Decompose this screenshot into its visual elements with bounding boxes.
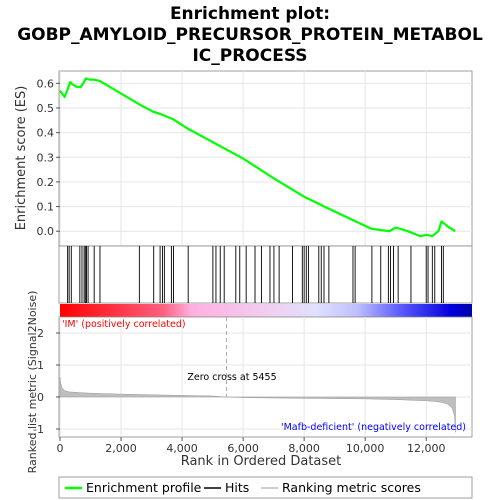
metric-x-axis-ticks: 0 2,000 4,000 6,000 8,000 10,000 12,000 [57,437,446,455]
metric-x-axis-title: Rank in Ordered Dataset [181,454,342,469]
legend-ranking-label: Ranking metric scores [282,480,421,495]
es-y-tick-label: 0.2 [37,176,55,189]
metric-x-tick-label: 4,000 [166,442,198,455]
es-plot-frame [58,70,473,247]
negative-correlation-label: 'Mafb-deficient' (negatively correlated) [281,422,466,433]
chart-title-line1: Enrichment plot: [170,4,330,24]
es-y-tick-label: 0.5 [37,102,55,115]
metric-x-tick-label: 2,000 [105,442,137,455]
metric-y-tick-label: 2 [37,327,44,340]
es-y-axis-title: Enrichment score (ES) [14,86,29,231]
hits-panel-frame [58,245,473,304]
metric-plot-frame [58,316,473,438]
legend-enrichment-label: Enrichment profile [86,480,202,495]
enrichment-profile-line [59,77,456,238]
es-y-tick-label: 0.1 [37,201,55,214]
es-y-axis-ticks: 0.0 0.1 0.2 0.3 0.4 0.5 0.6 [37,77,60,238]
chart-title-line2: GOBP_AMYLOID_PRECURSOR_PROTEIN_METABOL [17,25,483,45]
positive-correlation-label: 'IM' (positively correlated) [62,319,186,330]
metric-x-tick-label: 0 [57,442,64,455]
metric-y-tick-label: -1 [33,423,44,436]
es-y-tick-label: 0.4 [37,127,55,140]
metric-y-axis-title: Ranked list metric (Signal2Noise) [26,291,39,474]
metric-y-axis-ticks: -1 0 1 2 [33,327,60,436]
metric-x-tick-label: 6,000 [227,442,259,455]
chart-title-line3: IC_PROCESS [192,46,307,66]
metric-y-tick-label: 1 [37,359,44,372]
metric-x-tick-label: 12,000 [407,442,446,455]
zero-cross-label: Zero cross at 5455 [187,372,276,383]
es-y-tick-label: 0.0 [37,225,55,238]
es-grid [59,71,472,246]
metric-x-tick-label: 8,000 [288,442,320,455]
ranking-metric-area [59,377,456,433]
hits-group [67,246,444,303]
es-y-tick-label: 0.3 [37,151,55,164]
es-y-tick-label: 0.6 [37,77,55,90]
ranking-heatmap-bar [60,304,472,317]
metric-x-tick-label: 10,000 [346,442,385,455]
metric-y-tick-label: 0 [37,391,44,404]
legend-hits-label: Hits [225,480,249,495]
